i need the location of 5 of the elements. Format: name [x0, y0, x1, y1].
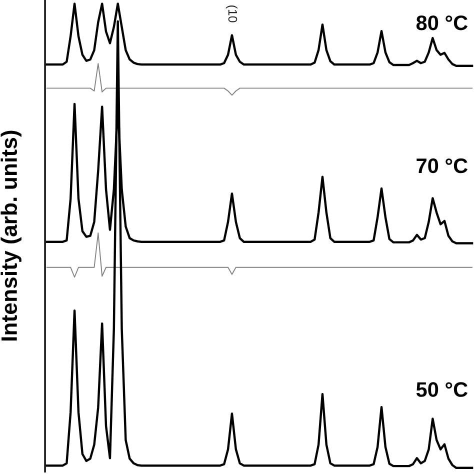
series-label: 70 °C	[416, 158, 468, 174]
y-axis-title: Intensity (arb. units)	[0, 130, 22, 340]
series-label: 50 °C	[416, 382, 468, 397]
annotation: (10	[226, 5, 238, 22]
series-label: 80 °C	[416, 15, 468, 30]
